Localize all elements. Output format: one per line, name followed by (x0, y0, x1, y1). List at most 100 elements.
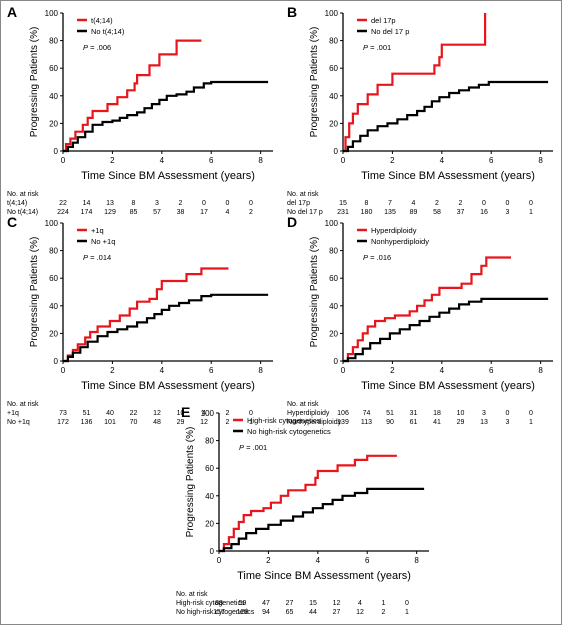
y-axis-label: Progressing Patients (%) (309, 237, 320, 348)
risk-value: 0 (249, 410, 253, 417)
panel-letter: D (287, 214, 297, 230)
risk-value: 0 (249, 200, 253, 207)
risk-value: 44 (309, 609, 317, 616)
risk-value: 0 (529, 410, 533, 417)
x-tick-label: 0 (61, 366, 66, 375)
y-tick-label: 60 (329, 274, 338, 283)
risk-value: 0 (506, 410, 510, 417)
series-line-black (343, 80, 549, 153)
panel-letter: E (181, 404, 190, 420)
risk-value: 85 (130, 209, 138, 216)
y-tick-label: 60 (49, 274, 58, 283)
risk-value: 1 (382, 600, 386, 607)
x-axis-label: Time Since BM Assessment (years) (81, 380, 255, 392)
risk-value: 113 (361, 419, 372, 426)
x-tick-label: 8 (258, 156, 263, 165)
risk-value: 101 (104, 419, 116, 426)
risk-value: 37 (457, 209, 465, 216)
risk-value: 12 (333, 600, 341, 607)
risk-value: 8 (365, 200, 369, 207)
y-tick-label: 20 (49, 329, 58, 338)
panel-letter: A (7, 4, 17, 20)
panel-letter: C (7, 214, 17, 230)
risk-value: 7 (388, 200, 392, 207)
risk-table-title: No. at risk (7, 191, 39, 198)
panel-letter: B (287, 4, 297, 20)
x-axis-label: Time Since BM Assessment (years) (237, 570, 411, 582)
risk-value: 13 (106, 200, 114, 207)
risk-value: 0 (529, 200, 533, 207)
series-line-black (63, 293, 269, 363)
y-tick-label: 100 (45, 9, 59, 18)
legend-label: High-risk cytogenetics (247, 416, 321, 425)
y-tick-label: 80 (205, 437, 214, 446)
risk-value: 0 (202, 200, 206, 207)
risk-value: 129 (104, 209, 116, 216)
x-tick-label: 8 (538, 366, 543, 375)
risk-value: 136 (81, 419, 93, 426)
risk-value: 27 (333, 609, 341, 616)
x-axis-label: Time Since BM Assessment (years) (361, 380, 535, 392)
risk-value: 51 (386, 410, 394, 417)
risk-row-label: No del 17 p (287, 209, 323, 216)
x-tick-label: 6 (489, 156, 494, 165)
risk-value: 29 (177, 419, 185, 426)
risk-value: 2 (249, 209, 253, 216)
risk-value: 29 (457, 419, 465, 426)
risk-value: 61 (410, 419, 418, 426)
risk-value: 10 (457, 410, 465, 417)
legend-label: Hyperdiploidy (371, 226, 417, 235)
risk-value: 70 (130, 419, 138, 426)
series-line-black (219, 487, 425, 553)
y-tick-label: 40 (49, 92, 58, 101)
legend-label: t(4;14) (91, 16, 113, 25)
risk-value: 157 (213, 609, 225, 616)
y-axis-label: Progressing Patients (%) (29, 237, 40, 348)
risk-value: 3 (506, 209, 510, 216)
y-tick-label: 100 (201, 409, 215, 418)
y-tick-label: 80 (49, 247, 58, 256)
risk-value: 16 (480, 209, 488, 216)
risk-value: 2 (226, 419, 230, 426)
risk-value: 2 (179, 200, 183, 207)
risk-value: 89 (410, 209, 418, 216)
x-tick-label: 0 (61, 156, 66, 165)
legend-label: del 17p (371, 16, 396, 25)
x-tick-label: 8 (258, 366, 263, 375)
risk-value: 2 (459, 200, 463, 207)
risk-value: 58 (433, 209, 441, 216)
legend-label: Nonhyperdiploidy (371, 237, 429, 246)
x-tick-label: 0 (217, 556, 222, 565)
y-tick-label: 100 (45, 219, 59, 228)
p-value: P = .006 (83, 43, 111, 52)
y-tick-label: 100 (325, 9, 339, 18)
risk-value: 51 (83, 410, 91, 417)
risk-value: 65 (286, 609, 294, 616)
x-tick-label: 6 (365, 556, 370, 565)
risk-value: 8 (132, 200, 136, 207)
x-tick-label: 4 (316, 556, 321, 565)
y-tick-label: 40 (329, 92, 338, 101)
risk-value: 106 (337, 410, 349, 417)
risk-value: 12 (153, 410, 161, 417)
risk-value: 1 (529, 419, 533, 426)
x-tick-label: 2 (110, 366, 115, 375)
series-line-red (343, 256, 511, 363)
x-tick-label: 4 (440, 156, 445, 165)
risk-row-label: No +1q (7, 419, 30, 426)
x-tick-label: 8 (538, 156, 543, 165)
risk-row-label: High-risk cytogenetics (176, 600, 245, 607)
risk-value: 48 (153, 419, 161, 426)
risk-row-label: del 17p (287, 200, 310, 207)
y-axis-label: Progressing Patients (%) (29, 27, 40, 138)
risk-row-label: Nonhyperdiploidy (287, 419, 342, 426)
x-tick-label: 6 (209, 366, 214, 375)
y-tick-label: 80 (329, 247, 338, 256)
risk-value: 47 (262, 600, 270, 607)
risk-value: 135 (384, 209, 396, 216)
risk-table-title: No. at risk (287, 401, 319, 408)
risk-value: 3 (506, 419, 510, 426)
x-tick-label: 8 (414, 556, 419, 565)
risk-value: 12 (200, 419, 208, 426)
